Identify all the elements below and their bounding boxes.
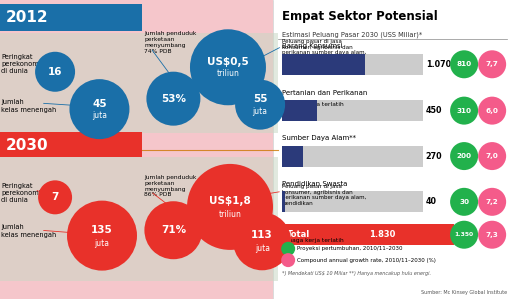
Text: Jumlah
kelas menengah: Jumlah kelas menengah	[1, 224, 56, 237]
FancyBboxPatch shape	[0, 4, 142, 31]
Text: 450: 450	[425, 106, 441, 115]
Text: US$1,8: US$1,8	[209, 196, 250, 206]
Text: 200: 200	[456, 153, 471, 159]
Text: 71%: 71%	[160, 225, 186, 235]
Text: Proyeksi pertumbuhan, 2010/11–2030: Proyeksi pertumbuhan, 2010/11–2030	[297, 246, 402, 251]
FancyBboxPatch shape	[281, 54, 364, 75]
FancyBboxPatch shape	[281, 146, 422, 167]
Ellipse shape	[477, 142, 505, 170]
Text: juta: juta	[92, 111, 107, 120]
Text: Tenaga kerja terlatih: Tenaga kerja terlatih	[281, 102, 343, 107]
Text: 16: 16	[48, 67, 62, 77]
Ellipse shape	[189, 29, 266, 105]
Text: 7,7: 7,7	[485, 61, 498, 67]
Text: 7,3: 7,3	[485, 232, 498, 238]
Text: Compound annual growth rate, 2010/11–2030 (%): Compound annual growth rate, 2010/11–203…	[297, 258, 435, 263]
FancyBboxPatch shape	[281, 224, 453, 245]
Ellipse shape	[280, 242, 295, 256]
Ellipse shape	[449, 142, 477, 170]
Text: Tenaga kerja terlatih: Tenaga kerja terlatih	[281, 238, 343, 243]
Ellipse shape	[449, 221, 477, 249]
Text: 113: 113	[251, 230, 272, 240]
Ellipse shape	[477, 221, 505, 249]
Text: 7: 7	[51, 192, 59, 202]
FancyBboxPatch shape	[281, 191, 285, 212]
Text: Jumlah
kelas menengah: Jumlah kelas menengah	[1, 99, 56, 112]
Text: 55: 55	[252, 94, 267, 104]
Text: Peringkat
perekonomian
di dunia: Peringkat perekonomian di dunia	[1, 54, 49, 74]
Text: Pertanian dan Perikanan: Pertanian dan Perikanan	[281, 90, 366, 96]
Text: 7,2: 7,2	[485, 199, 498, 205]
Text: 1.070: 1.070	[425, 60, 450, 69]
Ellipse shape	[449, 97, 477, 125]
Text: Estimasi Peluang Pasar 2030 (USS Miliar)*: Estimasi Peluang Pasar 2030 (USS Miliar)…	[281, 31, 421, 38]
Ellipse shape	[449, 50, 477, 78]
Text: 30: 30	[458, 199, 468, 205]
Text: 810: 810	[456, 61, 471, 67]
Text: Peluang pasar di jasa
konsumer, agribisnis dan
perikanan sumber daya alam,
pendi: Peluang pasar di jasa konsumer, agribisn…	[281, 184, 365, 206]
FancyBboxPatch shape	[281, 191, 422, 212]
Text: Pendidikan Swasta: Pendidikan Swasta	[281, 181, 347, 187]
Text: Barang Konsumsi: Barang Konsumsi	[281, 43, 342, 49]
FancyBboxPatch shape	[281, 100, 422, 121]
FancyBboxPatch shape	[281, 146, 302, 167]
Text: 1.350: 1.350	[454, 232, 473, 237]
Text: 270: 270	[425, 152, 442, 161]
Text: 40: 40	[425, 197, 436, 206]
Ellipse shape	[280, 253, 295, 267]
FancyBboxPatch shape	[281, 100, 316, 121]
Ellipse shape	[146, 72, 200, 126]
Ellipse shape	[69, 79, 129, 139]
Text: triliun: triliun	[218, 210, 241, 219]
Text: 310: 310	[456, 108, 471, 114]
Text: Jumlah penduduk
perketaan
menyumbang
86% PDB: Jumlah penduduk perketaan menyumbang 86%…	[144, 175, 196, 197]
Ellipse shape	[449, 188, 477, 216]
Text: Empat Sektor Potensial: Empat Sektor Potensial	[281, 10, 437, 23]
Text: 45: 45	[92, 99, 106, 109]
Text: Jumlah penduduk
perketaan
menyumbang
74% PDB: Jumlah penduduk perketaan menyumbang 74%…	[144, 31, 196, 54]
FancyBboxPatch shape	[281, 54, 422, 75]
Text: triliun: triliun	[216, 69, 239, 78]
Ellipse shape	[477, 188, 505, 216]
Text: 135: 135	[91, 225, 112, 235]
Text: Peringkat
perekonomian
di dunia: Peringkat perekonomian di dunia	[1, 183, 49, 204]
Ellipse shape	[235, 80, 285, 130]
Ellipse shape	[477, 50, 505, 78]
Text: juta: juta	[94, 239, 109, 248]
Text: juta: juta	[254, 244, 269, 253]
Text: Total: Total	[287, 230, 310, 239]
Text: 6,0: 6,0	[485, 108, 498, 114]
Text: 2030: 2030	[6, 138, 49, 152]
Text: 2012: 2012	[6, 10, 49, 25]
Text: 1.830: 1.830	[368, 230, 394, 239]
Text: 7,0: 7,0	[485, 153, 498, 159]
Ellipse shape	[187, 164, 272, 250]
Ellipse shape	[35, 52, 75, 92]
FancyBboxPatch shape	[272, 0, 509, 299]
FancyBboxPatch shape	[0, 157, 277, 281]
Ellipse shape	[67, 201, 137, 271]
Text: Sumber Daya Alam**: Sumber Daya Alam**	[281, 135, 355, 141]
Ellipse shape	[38, 180, 72, 214]
Text: Sumber: Mc Kinsey Global Institute: Sumber: Mc Kinsey Global Institute	[420, 289, 506, 295]
Text: Peluang pasar di jasa
konsumer, agribisnis dan
perikanan sumber daya alam,
pendi: Peluang pasar di jasa konsumer, agribisn…	[281, 39, 365, 61]
Text: US$0,5: US$0,5	[207, 57, 248, 67]
Text: *) Mendekati US$ 10 Miliar **) Hanya mencakup hulu energi.: *) Mendekati US$ 10 Miliar **) Hanya men…	[281, 271, 430, 277]
Ellipse shape	[233, 212, 291, 270]
FancyBboxPatch shape	[0, 132, 142, 157]
Ellipse shape	[144, 201, 202, 259]
Text: juta: juta	[252, 107, 267, 116]
FancyBboxPatch shape	[0, 33, 277, 133]
Ellipse shape	[477, 97, 505, 125]
Text: 53%: 53%	[160, 94, 186, 104]
